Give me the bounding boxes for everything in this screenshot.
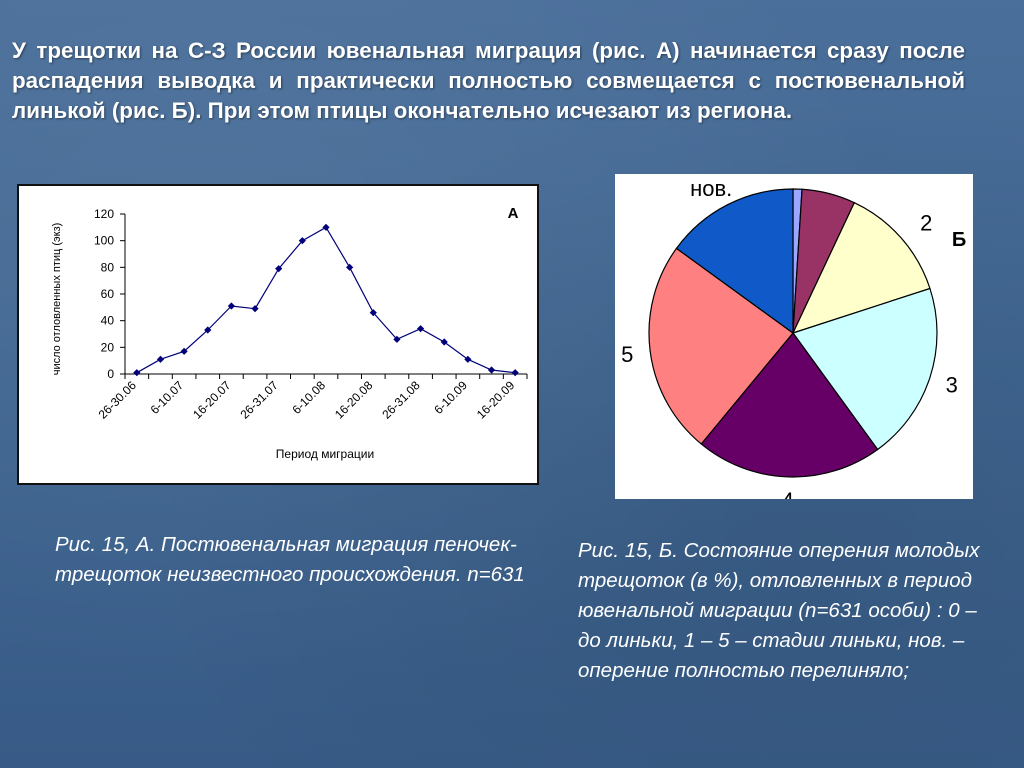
data-point <box>298 237 306 245</box>
data-point <box>156 355 165 363</box>
panel-label-b: Б <box>952 229 966 251</box>
data-point <box>464 355 472 363</box>
y-tick-label: 120 <box>94 207 114 221</box>
y-tick-label: 80 <box>101 260 115 274</box>
pie-slice <box>675 188 794 335</box>
data-point <box>511 369 519 377</box>
pie-slice <box>700 332 879 478</box>
x-tick-label: 6-10.09 <box>431 378 470 417</box>
figure-caption-a: Рис. 15, А. Постювенальная миграция пено… <box>55 533 525 586</box>
data-point <box>416 325 425 333</box>
data-point <box>346 263 354 271</box>
slice-label: 3 <box>946 373 958 398</box>
x-axis-title: Период миграции <box>276 447 374 461</box>
slice-label: 4 <box>782 488 794 499</box>
slice-label: 1 <box>828 174 840 178</box>
line-chart-panel: 0 20 40 60 80 100 120 26-30.06 6-10.07 16-20.07 26… <box>17 184 539 485</box>
figure-caption-b: Рис. 15, Б. Состояние оперения молодых т… <box>578 539 980 682</box>
x-tick-label: 16-20.08 <box>332 378 376 422</box>
series-line <box>136 226 516 374</box>
slice-label: 5 <box>621 342 633 367</box>
x-tick-label: 6-10.07 <box>148 378 187 417</box>
pie-chart-panel: 012345нов.Б <box>615 174 973 499</box>
y-axis-title: число отловленных птиц (экз) <box>51 223 63 376</box>
y-tick-label: 40 <box>101 314 115 328</box>
data-point <box>440 338 448 346</box>
x-tick-label: 26-31.08 <box>379 378 423 422</box>
x-tick-label: 6-10.08 <box>289 378 328 417</box>
x-tick-label: 16-20.09 <box>474 378 518 422</box>
data-point <box>251 305 259 313</box>
pie-slice <box>792 287 938 451</box>
data-point <box>322 223 330 231</box>
data-point <box>133 369 141 377</box>
pie-chart: 012345нов.Б <box>621 174 966 499</box>
x-tick-label: 26-31.07 <box>237 378 281 422</box>
y-tick-label: 60 <box>101 287 115 301</box>
y-tick-label: 0 <box>107 367 114 381</box>
data-point <box>204 326 212 334</box>
pie-slice <box>648 247 794 445</box>
slice-label: нов. <box>690 176 732 201</box>
pie-slice <box>791 201 931 334</box>
x-tick-label: 16-20.07 <box>190 378 234 422</box>
panel-label-a: А <box>508 205 519 222</box>
y-tick-label: 100 <box>94 234 114 248</box>
data-point <box>487 366 496 374</box>
x-tick-label: 26-30.06 <box>96 378 140 422</box>
data-point <box>227 302 236 310</box>
slide-heading: У трещотки на С-З России ювенальная мигр… <box>12 38 965 123</box>
y-tick-label: 20 <box>101 340 115 354</box>
slice-label: 2 <box>920 211 932 236</box>
